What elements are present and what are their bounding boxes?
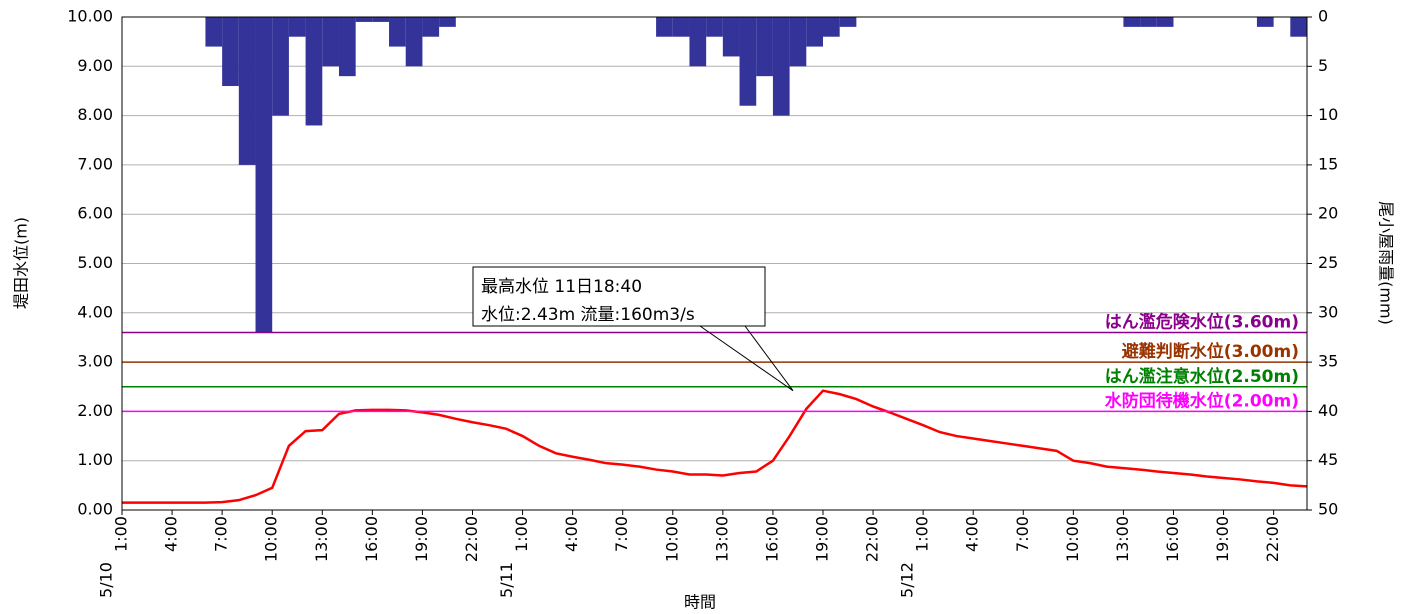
y-tick-label: 2.00 [77, 401, 113, 420]
rain-bar [222, 17, 239, 87]
annotation-pointer [744, 325, 794, 391]
x-axis-title: 時間 [684, 593, 716, 612]
y-tick-label: 1.00 [77, 450, 113, 469]
x-tick-label: 13:00 [1113, 516, 1132, 562]
threshold-label: 水防団待機水位(2.00m) [1105, 390, 1299, 411]
rain-bar [255, 17, 273, 333]
rain-bar [722, 17, 740, 57]
y-tick-label: 10.00 [67, 7, 113, 26]
rain-bar [806, 17, 823, 47]
annotation-box [472, 266, 766, 327]
annotation-pointer [699, 325, 794, 392]
x-tick-label: 19:00 [412, 516, 431, 562]
x-tick-label: 7:00 [212, 516, 231, 552]
plot-area [122, 17, 1307, 504]
y2-tick-label: 5 [1318, 56, 1328, 75]
rain-bar [405, 17, 423, 67]
y-tick-label: 3.00 [77, 352, 113, 371]
rain-bar [822, 17, 840, 37]
y2-axis-title: 尾小屋雨量(mm) [1377, 201, 1396, 325]
y2-tick-label: 35 [1318, 352, 1338, 371]
x-tick-label: 19:00 [812, 516, 831, 562]
y2-tick-label: 0 [1318, 7, 1328, 26]
y-tick-label: 6.00 [77, 204, 113, 223]
x-date-label: 5/11 [497, 562, 516, 598]
y-tick-label: 5.00 [77, 253, 113, 272]
x-tick-label: 4:00 [162, 516, 181, 552]
x-tick-label: 16:00 [362, 516, 381, 562]
y-tick-label: 7.00 [77, 154, 113, 173]
y-tick-label: 0.00 [77, 500, 113, 519]
x-tick-label: 10:00 [1063, 516, 1082, 562]
y2-tick-label: 25 [1318, 253, 1338, 272]
x-tick-label: 10:00 [662, 516, 681, 562]
y2-tick-label: 30 [1318, 302, 1338, 321]
x-tick-label: 16:00 [1163, 516, 1182, 562]
rain-bar [305, 17, 323, 126]
y-axis-title: 堤田水位(m) [12, 217, 31, 309]
rain-bar [355, 17, 373, 22]
y-tick-label: 8.00 [77, 105, 113, 124]
rain-bar [338, 17, 356, 77]
annotation-text: 水位:2.43m 流量:160m3/s [481, 305, 695, 325]
rain-bar [672, 17, 690, 37]
y2-tick-label: 10 [1318, 105, 1338, 124]
x-tick-label: 1:00 [913, 516, 932, 552]
threshold-label: はん濫危険水位(3.60m) [1105, 312, 1299, 333]
rain-bar [656, 17, 673, 37]
rain-bar [772, 17, 790, 116]
plot-frame [121, 16, 1308, 511]
rain-bar [288, 17, 306, 37]
threshold-label: 避難判断水位(3.00m) [1122, 341, 1299, 362]
y2-tick-label: 20 [1318, 204, 1338, 223]
rain-bar [272, 17, 289, 116]
y2-tick-label: 50 [1318, 500, 1338, 519]
x-tick-label: 1:00 [112, 516, 131, 552]
x-tick-label: 16:00 [762, 516, 781, 562]
x-tick-label: 22:00 [1263, 516, 1282, 562]
x-tick-label: 7:00 [1013, 516, 1032, 552]
rain-bar [706, 17, 723, 37]
rain-bar [839, 17, 857, 27]
x-tick-label: 13:00 [312, 516, 331, 562]
rain-bar [389, 17, 406, 47]
x-tick-label: 19:00 [1213, 516, 1232, 562]
x-date-label: 5/12 [898, 562, 917, 598]
rain-bar [439, 17, 456, 27]
x-tick-label: 13:00 [712, 516, 731, 562]
y-tick-label: 4.00 [77, 302, 113, 321]
y-tick-label: 9.00 [77, 56, 113, 75]
rain-bar [238, 17, 256, 165]
x-date-label: 5/10 [97, 562, 116, 598]
x-tick-label: 7:00 [612, 516, 631, 552]
water-level-line [122, 389, 1307, 504]
rain-bar [789, 17, 807, 67]
rain-bar [1256, 17, 1274, 27]
x-tick-label: 1:00 [512, 516, 531, 552]
rain-bar [422, 17, 440, 37]
x-tick-label: 10:00 [262, 516, 281, 562]
rain-bar [1290, 17, 1307, 37]
rain-bar [1123, 17, 1141, 27]
rain-bar [756, 17, 773, 77]
rain-bar [205, 17, 223, 47]
rain-bar [739, 17, 757, 106]
annotation-text: 最高水位 11日18:40 [481, 277, 642, 297]
rain-bar [372, 17, 390, 22]
y2-tick-label: 45 [1318, 450, 1338, 469]
y2-tick-label: 15 [1318, 154, 1338, 173]
rain-bar [689, 17, 707, 67]
x-tick-label: 4:00 [963, 516, 982, 552]
x-tick-label: 22:00 [863, 516, 882, 562]
x-tick-label: 4:00 [562, 516, 581, 552]
y2-tick-label: 40 [1318, 401, 1338, 420]
rain-bar [322, 17, 339, 67]
rain-bar [1140, 17, 1157, 27]
threshold-label: はん濫注意水位(2.50m) [1105, 366, 1299, 387]
x-tick-label: 22:00 [462, 516, 481, 562]
rain-bar [1156, 17, 1174, 27]
